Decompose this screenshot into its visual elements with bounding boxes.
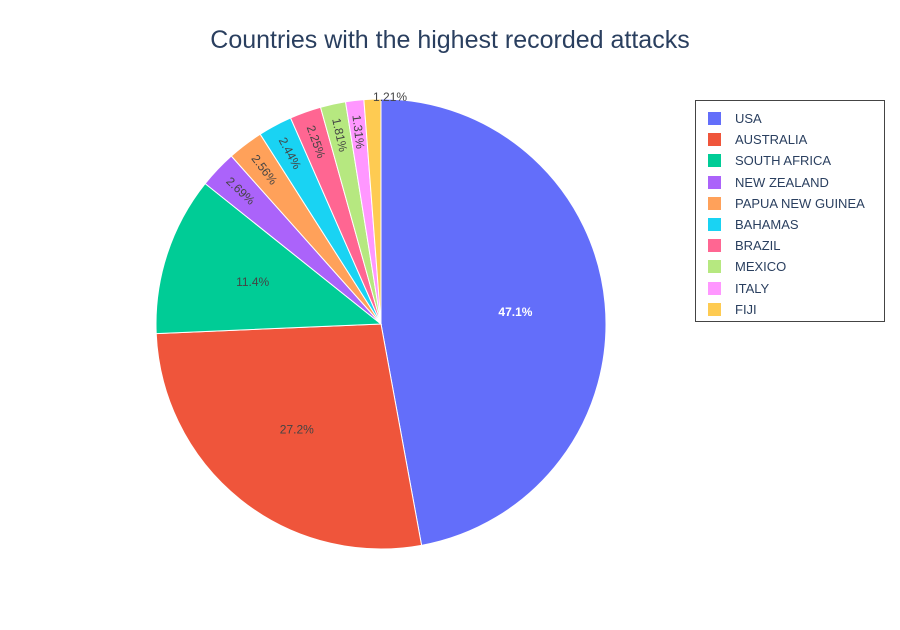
legend-label: AUSTRALIA xyxy=(735,132,808,148)
pie-slice-fiji[interactable] xyxy=(363,98,382,325)
legend-swatch xyxy=(708,196,721,210)
legend-swatch xyxy=(708,239,721,253)
slice-label: 47.1% xyxy=(498,305,532,319)
legend-item-papua-new-guinea[interactable]: PAPUA NEW GUINEA xyxy=(708,193,884,214)
legend-item-south-africa[interactable]: SOUTH AFRICA xyxy=(708,150,884,171)
legend-swatch xyxy=(708,154,721,168)
pie-slice-south-africa[interactable] xyxy=(155,182,383,335)
legend-swatch xyxy=(708,133,721,147)
legend-label: NEW ZEALAND xyxy=(735,174,829,190)
pie-slice-usa[interactable] xyxy=(380,98,607,546)
legend-label: USA xyxy=(735,111,762,127)
slice-label: 11.4% xyxy=(236,275,269,289)
legend-swatch xyxy=(708,175,721,189)
legend-item-mexico[interactable]: MEXICO xyxy=(708,256,884,277)
slice-label: 1.31% xyxy=(349,114,367,150)
legend-swatch xyxy=(708,218,721,232)
legend-label: BAHAMAS xyxy=(735,217,799,233)
legend-label: MEXICO xyxy=(735,259,787,275)
slice-label: 1.21% xyxy=(373,90,407,104)
legend: USA AUSTRALIA SOUTH AFRICA NEW ZEALAND P… xyxy=(695,100,885,322)
legend-item-new-zealand[interactable]: NEW ZEALAND xyxy=(708,172,884,193)
legend-swatch xyxy=(708,260,721,274)
legend-item-brazil[interactable]: BRAZIL xyxy=(708,235,884,256)
pie-slice-australia[interactable] xyxy=(155,323,423,550)
legend-label: BRAZIL xyxy=(735,238,781,254)
legend-swatch xyxy=(708,112,721,126)
legend-swatch xyxy=(708,302,721,316)
legend-label: PAPUA NEW GUINEA xyxy=(735,195,865,211)
legend-label: ITALY xyxy=(735,280,770,296)
legend-item-australia[interactable]: AUSTRALIA xyxy=(708,129,884,150)
legend-label: SOUTH AFRICA xyxy=(735,153,832,169)
slice-label: 27.2% xyxy=(280,423,314,437)
chart-title: Countries with the highest recorded atta… xyxy=(210,26,690,54)
legend-label: FIJI xyxy=(735,301,757,317)
legend-item-bahamas[interactable]: BAHAMAS xyxy=(708,214,884,235)
legend-item-fiji[interactable]: FIJI xyxy=(708,299,884,320)
legend-item-italy[interactable]: ITALY xyxy=(708,278,884,299)
legend-swatch xyxy=(708,281,721,295)
legend-item-usa[interactable]: USA xyxy=(708,108,884,129)
